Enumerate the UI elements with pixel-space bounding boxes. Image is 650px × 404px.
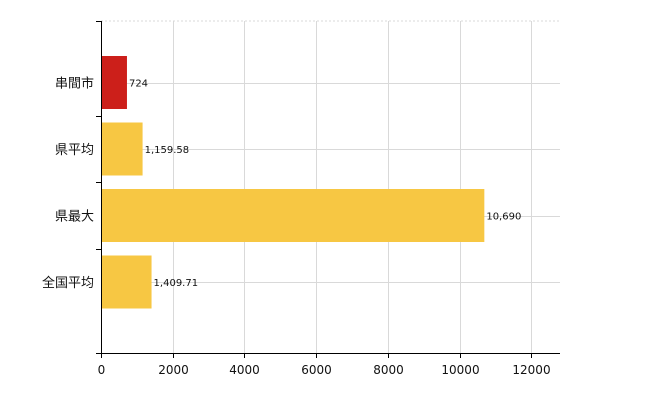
category-label-0: 串間市: [55, 76, 94, 92]
x-tick-label-4: 8000: [373, 363, 404, 377]
x-tick-label-6: 12000: [512, 363, 550, 377]
x-tick-label-5: 10000: [441, 363, 479, 377]
data-label-2: 10,690: [486, 212, 521, 223]
x-tick-label-2: 4000: [229, 363, 260, 377]
grid-layer: [101, 20, 560, 353]
data-label-0: 724: [129, 79, 148, 90]
bar-3: [101, 255, 152, 309]
data-label-3: 1,409.71: [154, 278, 199, 289]
bar-0: [101, 56, 127, 109]
label-layer: 724 1,159.58 10,690 1,409.71 0 2000 4000 6000 80…: [42, 76, 551, 378]
bar-1: [101, 122, 143, 176]
x-tick-label-0: 0: [98, 363, 106, 377]
x-tick-label-3: 6000: [301, 363, 332, 377]
bar-2: [101, 189, 485, 242]
category-label-2: 県最大: [55, 210, 94, 225]
axis-layer: [96, 21, 560, 358]
category-label-3: 全国平均: [42, 275, 94, 291]
data-label-1: 1,159.58: [145, 145, 190, 156]
bars-layer: [101, 56, 485, 309]
x-tick-label-1: 2000: [158, 363, 189, 377]
category-label-1: 県平均: [55, 143, 94, 158]
